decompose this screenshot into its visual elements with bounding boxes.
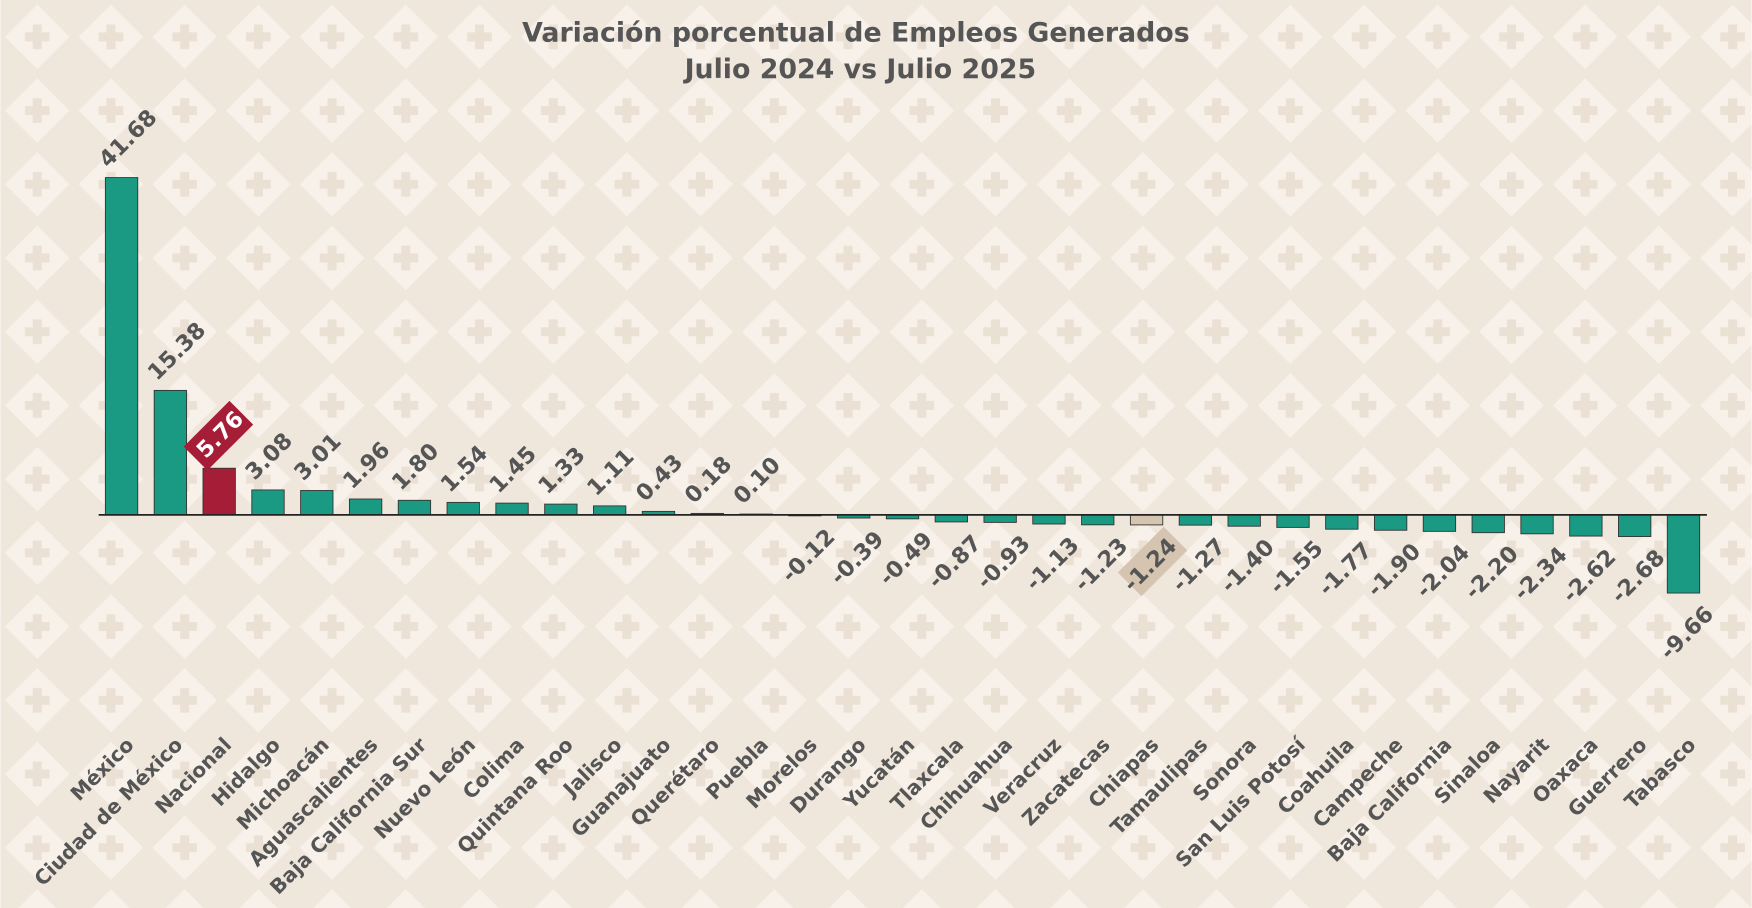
bar bbox=[251, 489, 285, 516]
bar bbox=[1032, 514, 1066, 525]
bar bbox=[544, 503, 578, 516]
bar bbox=[1471, 514, 1505, 534]
bar bbox=[495, 502, 529, 516]
chart-subtitle: Julio 2024 vs Julio 2025 bbox=[683, 54, 1037, 85]
bar bbox=[348, 498, 383, 516]
bar bbox=[1227, 514, 1261, 527]
chart-title: Variación porcentual de Empleos Generado… bbox=[522, 17, 1190, 48]
bar bbox=[934, 514, 968, 523]
bar bbox=[1520, 514, 1554, 535]
bar bbox=[397, 499, 432, 516]
bar bbox=[1081, 514, 1115, 526]
bar bbox=[202, 467, 236, 516]
bar bbox=[1569, 514, 1603, 537]
bar bbox=[1666, 514, 1701, 594]
bar bbox=[300, 490, 334, 516]
bar bbox=[1422, 514, 1457, 532]
bar bbox=[1178, 514, 1213, 526]
bar bbox=[1276, 514, 1310, 528]
bar bbox=[446, 501, 480, 516]
bar bbox=[983, 514, 1017, 523]
bar bbox=[153, 389, 188, 516]
value-label-group: 5.76 bbox=[183, 400, 254, 471]
bar bbox=[1618, 514, 1652, 538]
bar bbox=[1325, 514, 1359, 530]
label-highlight bbox=[183, 400, 254, 471]
bar bbox=[593, 505, 627, 516]
bar bbox=[1129, 514, 1164, 526]
bar bbox=[1373, 514, 1408, 531]
label-highlight bbox=[1117, 526, 1188, 597]
bar bbox=[104, 177, 139, 516]
